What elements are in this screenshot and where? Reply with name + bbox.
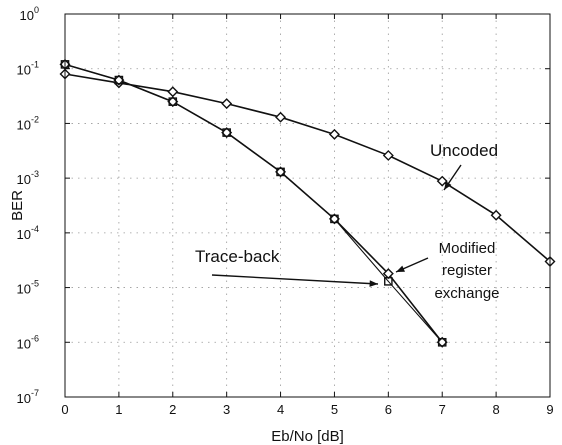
x-tick-label: 5 (331, 402, 338, 417)
point-uncoded (221, 98, 233, 110)
x-tick-label: 9 (546, 402, 553, 417)
tick-layer: 0 1 2 3 4 5 6 7 8 9 100 10-1 10-2 10-3 10-4 10-5 10-6 10-… (17, 5, 554, 417)
y-tick-exponent: -1 (31, 60, 39, 70)
x-tick-label: 1 (115, 402, 122, 417)
point-trace-back (437, 337, 447, 347)
series-line-trace-back (64, 63, 443, 343)
trace-back-arrow (211, 274, 379, 285)
y-axis-label: BER (9, 190, 26, 221)
point-uncoded (490, 209, 502, 221)
point-trace-back (168, 97, 178, 106)
plot-frame (64, 13, 551, 398)
point-trace-back (222, 128, 231, 137)
point-trace-back (276, 167, 285, 177)
point-uncoded (382, 149, 394, 161)
y-tick-label: 10-5 (17, 279, 39, 297)
y-tick-label: 100 (20, 5, 39, 23)
y-tick-exponent: -3 (31, 169, 39, 179)
trace-back-label: Trace-back (195, 247, 280, 266)
uncoded-arrow-head (444, 181, 452, 190)
x-tick-label: 3 (223, 402, 230, 417)
y-tick-label: 10-2 (17, 114, 39, 132)
y-tick-label: 10-4 (17, 224, 39, 242)
x-tick-label: 7 (439, 402, 446, 417)
y-tick-label: 10-7 (17, 388, 39, 406)
x-axis-label: Eb/No [dB] (271, 428, 344, 445)
series-line-modified-register-exchange (64, 63, 443, 343)
series-layer (64, 63, 551, 343)
point-trace-back (114, 75, 124, 85)
y-tick-exponent: -7 (31, 388, 39, 398)
point-uncoded (167, 86, 179, 98)
x-tick-label: 8 (492, 402, 499, 417)
y-tick-exponent: -6 (31, 333, 39, 343)
series-line-uncoded (64, 73, 551, 263)
y-tick-exponent: -2 (31, 114, 39, 124)
x-tick-label: 6 (385, 402, 392, 417)
point-trace-back (384, 277, 393, 286)
point-trace-back (330, 214, 339, 224)
uncoded-label: Uncoded (430, 141, 498, 160)
modified-label-line1: Modified (439, 240, 496, 257)
y-tick-label: 10-3 (17, 169, 39, 187)
y-tick-label: 10-1 (17, 60, 39, 78)
x-tick-label: 4 (277, 402, 284, 417)
y-tick-label: 10-6 (17, 333, 39, 351)
point-uncoded (275, 111, 287, 123)
grid (65, 14, 550, 397)
modified-label-line3: exchange (434, 285, 499, 302)
y-tick-exponent: -4 (31, 224, 39, 234)
modified-label-line2: register (442, 262, 492, 279)
point-uncoded (436, 175, 448, 187)
y-tick-exponent: 0 (34, 5, 39, 15)
annotations: Uncoded Trace-back Modified register exc… (195, 141, 500, 302)
y-tick-exponent: -5 (31, 279, 39, 289)
x-tick-label: 0 (61, 402, 68, 417)
trace-back-arrow-head (369, 280, 378, 287)
modified-arrow-head (396, 265, 405, 272)
point-uncoded (328, 128, 340, 140)
annotation-arrows (211, 164, 462, 287)
x-tick-label: 2 (169, 402, 176, 417)
marker-layer (59, 58, 556, 348)
